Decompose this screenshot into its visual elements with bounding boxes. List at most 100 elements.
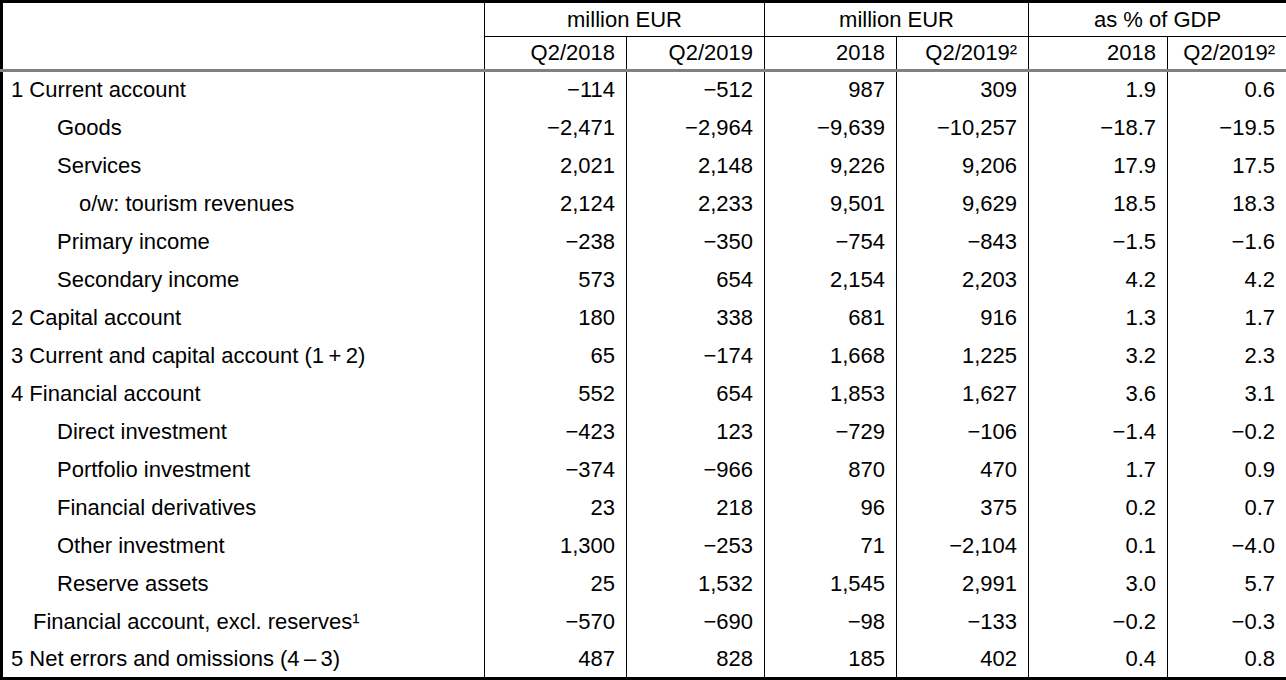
cell-value: 1.7	[1029, 451, 1168, 489]
cell-value: 185	[765, 641, 897, 679]
cell-value: 375	[897, 489, 1029, 527]
table-row: 4 Financial account5526541,8531,6273.63.…	[2, 375, 1286, 413]
cell-value: 9,629	[897, 185, 1029, 223]
cell-value: −843	[897, 223, 1029, 261]
row-label: 1 Current account	[2, 71, 485, 109]
cell-value: −0.3	[1168, 603, 1286, 641]
cell-value: 987	[765, 71, 897, 109]
cell-value: 0.4	[1029, 641, 1168, 679]
cell-value: 25	[485, 565, 627, 603]
table-row: Portfolio investment−374−9668704701.70.9	[2, 451, 1286, 489]
cell-value: −106	[897, 413, 1029, 451]
cell-value: 2,148	[627, 147, 765, 185]
cell-value: 2,124	[485, 185, 627, 223]
cell-value: −1.4	[1029, 413, 1168, 451]
table-row: Reserve assets251,5321,5452,9913.05.7	[2, 565, 1286, 603]
cell-value: 23	[485, 489, 627, 527]
cell-value: −2,104	[897, 527, 1029, 565]
row-label: Reserve assets	[2, 565, 485, 603]
cell-value: 2,233	[627, 185, 765, 223]
cell-value: 3.1	[1168, 375, 1286, 413]
cell-value: 828	[627, 641, 765, 679]
cell-value: 218	[627, 489, 765, 527]
cell-value: 3.0	[1029, 565, 1168, 603]
cell-value: 9,501	[765, 185, 897, 223]
cell-value: −98	[765, 603, 897, 641]
cell-value: 1,853	[765, 375, 897, 413]
cell-value: 18.3	[1168, 185, 1286, 223]
cell-value: −4.0	[1168, 527, 1286, 565]
cell-value: 4.2	[1168, 261, 1286, 299]
cell-value: −174	[627, 337, 765, 375]
cell-value: −114	[485, 71, 627, 109]
cell-value: 17.9	[1029, 147, 1168, 185]
cell-value: 96	[765, 489, 897, 527]
column-group-million-eur-annual: million EUR	[765, 2, 1029, 37]
cell-value: 0.2	[1029, 489, 1168, 527]
cell-value: −1.5	[1029, 223, 1168, 261]
row-label: 4 Financial account	[2, 375, 485, 413]
table-row: 3 Current and capital account (1 + 2)65−…	[2, 337, 1286, 375]
row-label: Primary income	[2, 223, 485, 261]
cell-value: −9,639	[765, 109, 897, 147]
cell-value: 654	[627, 375, 765, 413]
cell-value: 681	[765, 299, 897, 337]
row-label: Goods	[2, 109, 485, 147]
table-row: 1 Current account−114−5129873091.90.6	[2, 71, 1286, 109]
cell-value: 3.6	[1029, 375, 1168, 413]
cell-value: −729	[765, 413, 897, 451]
cell-value: 870	[765, 451, 897, 489]
cell-value: 17.5	[1168, 147, 1286, 185]
row-label: 3 Current and capital account (1 + 2)	[2, 337, 485, 375]
cell-value: 1,545	[765, 565, 897, 603]
cell-value: −18.7	[1029, 109, 1168, 147]
cell-value: 0.1	[1029, 527, 1168, 565]
cell-value: −754	[765, 223, 897, 261]
cell-value: 9,226	[765, 147, 897, 185]
column-header-q2-2019-cum-eur: Q2/2019²	[897, 37, 1029, 71]
table-row: Other investment1,300−25371−2,1040.1−4.0	[2, 527, 1286, 565]
cell-value: 1.3	[1029, 299, 1168, 337]
cell-value: 2,154	[765, 261, 897, 299]
cell-value: 9,206	[897, 147, 1029, 185]
cell-value: 309	[897, 71, 1029, 109]
table-row: Financial derivatives23218963750.20.7	[2, 489, 1286, 527]
cell-value: 123	[627, 413, 765, 451]
row-label: Financial derivatives	[2, 489, 485, 527]
cell-value: 1.9	[1029, 71, 1168, 109]
cell-value: −10,257	[897, 109, 1029, 147]
cell-value: −512	[627, 71, 765, 109]
cell-value: 0.7	[1168, 489, 1286, 527]
cell-value: −966	[627, 451, 765, 489]
cell-value: 402	[897, 641, 1029, 679]
cell-value: 1.7	[1168, 299, 1286, 337]
cell-value: −19.5	[1168, 109, 1286, 147]
row-label: 2 Capital account	[2, 299, 485, 337]
table-row: Goods−2,471−2,964−9,639−10,257−18.7−19.5	[2, 109, 1286, 147]
row-label: Financial account, excl. reserves¹	[2, 603, 485, 641]
table-row: 5 Net errors and omissions (4 – 3)487828…	[2, 641, 1286, 679]
cell-value: 916	[897, 299, 1029, 337]
cell-value: 180	[485, 299, 627, 337]
cell-value: 1,532	[627, 565, 765, 603]
row-label: Portfolio investment	[2, 451, 485, 489]
cell-value: −0.2	[1168, 413, 1286, 451]
row-label: Other investment	[2, 527, 485, 565]
cell-value: 2,991	[897, 565, 1029, 603]
balance-of-payments-table: million EUR million EUR as % of GDP Q2/2…	[0, 0, 1286, 680]
cell-value: 5.7	[1168, 565, 1286, 603]
cell-value: 4.2	[1029, 261, 1168, 299]
column-header-2018-gdp: 2018	[1029, 37, 1168, 71]
row-label: Services	[2, 147, 485, 185]
cell-value: 2,203	[897, 261, 1029, 299]
cell-value: −570	[485, 603, 627, 641]
row-label-header-cell	[2, 2, 485, 71]
cell-value: 2.3	[1168, 337, 1286, 375]
cell-value: −238	[485, 223, 627, 261]
cell-value: 0.8	[1168, 641, 1286, 679]
cell-value: −253	[627, 527, 765, 565]
table-row: Primary income−238−350−754−843−1.5−1.6	[2, 223, 1286, 261]
table-row: Financial account, excl. reserves¹−570−6…	[2, 603, 1286, 641]
column-group-million-eur-quarterly: million EUR	[485, 2, 765, 37]
cell-value: 3.2	[1029, 337, 1168, 375]
